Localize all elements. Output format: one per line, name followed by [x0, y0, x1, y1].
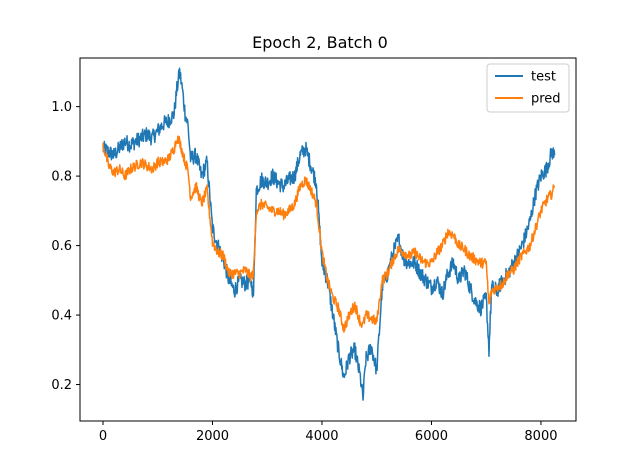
plot-area: 0 2000 4000 6000 8000 0.2 0.4 0.6 0.8 1.0 test pred	[51, 57, 577, 444]
series-line-pred	[102, 135, 556, 333]
axes-frame	[79, 57, 577, 422]
x-tick-label: 0	[99, 429, 107, 444]
x-tick-label: 8000	[524, 429, 557, 444]
legend-label-pred: pred	[531, 92, 561, 107]
y-tick-label: 1.0	[51, 100, 72, 115]
legend: test pred	[486, 63, 570, 113]
legend-label-test: test	[531, 70, 556, 85]
x-tick-label: 6000	[415, 429, 448, 444]
y-tick-label: 0.2	[51, 378, 72, 393]
x-tick-label: 4000	[305, 429, 338, 444]
x-tick-label: 2000	[196, 429, 229, 444]
y-tick-label: 0.6	[51, 239, 72, 254]
y-tick-label: 0.8	[51, 170, 72, 185]
y-tick-label: 0.4	[51, 309, 72, 324]
chart-title: Epoch 2, Batch 0	[252, 33, 388, 52]
